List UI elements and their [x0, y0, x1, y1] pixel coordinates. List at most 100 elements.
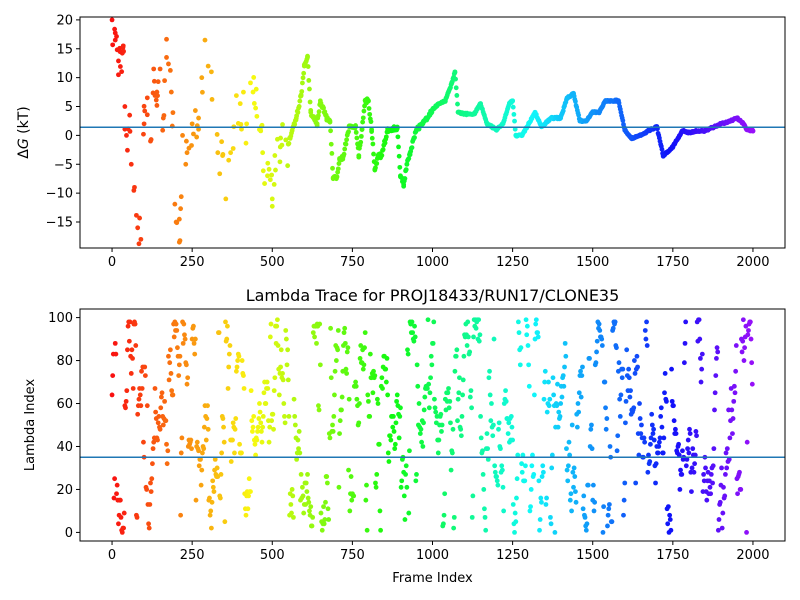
- lambda-point: [606, 506, 612, 512]
- lambda-point: [176, 373, 182, 378]
- lambda-point: [730, 431, 735, 436]
- lambda-point: [641, 435, 647, 441]
- lambda-point: [253, 452, 259, 458]
- lambda-point: [250, 429, 255, 434]
- lambda-point: [471, 334, 476, 340]
- lambda-point: [535, 330, 541, 336]
- lambda-point: [617, 414, 623, 419]
- delta-g-point: [251, 75, 257, 80]
- delta-g-point: [238, 121, 244, 127]
- delta-g-point: [430, 107, 435, 112]
- lambda-point: [555, 381, 560, 387]
- lambda-point: [323, 499, 328, 505]
- lambda-point: [428, 375, 433, 381]
- lambda-point: [724, 465, 730, 471]
- lambda-point: [278, 364, 283, 370]
- lambda-point: [606, 502, 612, 507]
- lambda-point: [701, 472, 706, 477]
- delta-g-point: [462, 111, 467, 117]
- lambda-point: [194, 439, 200, 445]
- lambda-point: [668, 527, 674, 533]
- delta-g-point: [120, 43, 126, 49]
- lambda-point: [530, 452, 535, 458]
- delta-g-point: [226, 157, 232, 163]
- delta-g-point: [526, 121, 532, 127]
- lambda-point: [500, 484, 506, 490]
- lambda-point: [217, 495, 223, 501]
- lambda-point: [594, 338, 600, 344]
- lambda-point: [417, 431, 423, 436]
- lambda-point: [153, 409, 159, 415]
- lambda-point: [286, 414, 292, 419]
- lambda-point: [492, 469, 498, 475]
- lambda-point: [294, 456, 300, 462]
- lambda-point: [291, 396, 297, 402]
- lambda-point: [409, 319, 415, 325]
- delta-g-point: [217, 171, 223, 177]
- delta-g-point: [296, 104, 302, 109]
- lambda-point: [651, 437, 657, 443]
- lambda-point: [176, 362, 182, 368]
- delta-g-point: [114, 33, 119, 39]
- lambda-point: [243, 512, 249, 518]
- delta-g-point: [750, 128, 756, 134]
- lambda-point: [494, 474, 499, 479]
- lambda-point: [328, 375, 334, 381]
- delta-g-point: [397, 164, 403, 170]
- delta-g-point: [277, 144, 283, 150]
- lambda-point: [393, 420, 399, 426]
- lambda-point: [514, 495, 519, 501]
- lambda-point: [309, 523, 315, 529]
- lambda-point: [643, 336, 649, 342]
- lambda-point: [377, 508, 383, 514]
- lambda-point: [205, 426, 211, 432]
- lambda-point: [207, 495, 212, 501]
- delta-g-point: [215, 150, 221, 156]
- lambda-point: [605, 512, 611, 518]
- lambda-point: [683, 319, 689, 325]
- lambda-point: [482, 514, 488, 520]
- lambda-point: [139, 386, 145, 391]
- lambda-point: [268, 321, 274, 327]
- lambda-point: [692, 452, 698, 458]
- lambda-point: [128, 371, 134, 376]
- lambda-point: [435, 450, 441, 456]
- x-tick-label: 1250: [496, 548, 529, 563]
- delta-g-point: [453, 76, 458, 82]
- delta-g-point: [374, 161, 380, 166]
- lambda-point: [460, 377, 466, 383]
- delta-g-point: [151, 66, 157, 72]
- lambda-point: [697, 336, 703, 342]
- lambda-point: [559, 394, 565, 400]
- x-tick-label: 500: [260, 255, 285, 270]
- lambda-point: [571, 465, 577, 471]
- delta-g-point: [744, 127, 749, 133]
- delta-g-point: [219, 139, 225, 145]
- lambda-point: [419, 439, 424, 445]
- lambda-point: [276, 392, 282, 398]
- lambda-x-axis-label: Frame Index: [392, 571, 473, 586]
- delta-g-y-ticks: −15 −10 −5 0 5 10 15 20: [46, 13, 80, 231]
- lambda-point: [207, 512, 213, 518]
- delta-g-point: [117, 64, 123, 69]
- lambda-point: [623, 398, 629, 404]
- lambda-point: [392, 446, 398, 452]
- lambda-point: [712, 390, 718, 396]
- lambda-point: [616, 360, 622, 366]
- lambda-point: [438, 411, 444, 417]
- lambda-point: [325, 506, 331, 512]
- lambda-point: [351, 493, 357, 499]
- lambda-point: [591, 508, 597, 514]
- lambda-point: [398, 405, 403, 411]
- lambda-point: [319, 527, 325, 533]
- x-tick-label: 500: [260, 548, 285, 563]
- y-tick-label: 40: [56, 440, 73, 455]
- delta-g-point: [194, 134, 200, 140]
- lambda-point: [583, 527, 589, 533]
- lambda-point: [126, 338, 132, 344]
- lambda-point: [576, 409, 582, 415]
- lambda-point: [219, 450, 225, 456]
- delta-g-point: [328, 141, 334, 147]
- lambda-point: [483, 527, 489, 533]
- lambda-point: [374, 396, 380, 402]
